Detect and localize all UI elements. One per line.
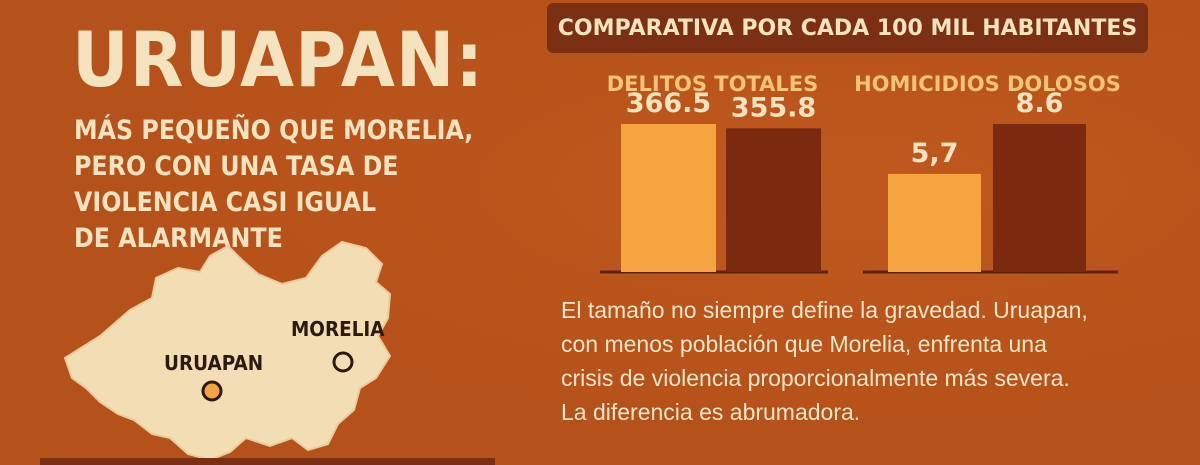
bar-value-label: 8.6	[1016, 88, 1064, 119]
subtitle: MÁS PEQUEÑO QUE MORELIA, PERO CON UNA TA…	[74, 113, 474, 257]
description-line: El tamaño no siempre define la gravedad.…	[561, 297, 1088, 323]
description-text: El tamaño no siempre define la gravedad.…	[561, 293, 1181, 429]
bar-delitos-1	[726, 128, 821, 272]
uruapan-marker-icon	[201, 380, 223, 402]
description-line: crisis de violencia proporcionalmente má…	[561, 365, 1070, 391]
bar-value-label: 355.8	[731, 92, 816, 123]
chart-title: COMPARATIVA POR CADA 100 MIL HABITANTES	[557, 15, 1138, 41]
morelia-marker-icon	[332, 351, 354, 373]
bottom-accent-bar	[40, 458, 495, 465]
bar-delitos-0	[621, 124, 716, 272]
city-label-morelia: MORELIA	[291, 317, 385, 341]
group-label-delitos: DELITOS TOTALES	[606, 72, 819, 96]
main-title: URUAPAN:	[72, 15, 485, 104]
state-map-shape	[63, 240, 392, 462]
chart-header-background	[547, 3, 1148, 53]
bar-homicidios-1	[993, 124, 1086, 272]
subtitle-line: PERO CON UNA TASA DE	[74, 151, 399, 182]
group-label-homicidios: HOMICIDIOS DOLOSOS	[854, 72, 1121, 96]
subtitle-line: MÁS PEQUEÑO QUE MORELIA,	[74, 115, 474, 146]
description-line: con menos población que Morelia, enfrent…	[561, 331, 1047, 357]
bar-value-label: 366.5	[626, 88, 711, 119]
description-line: La diferencia es abrumadora.	[561, 399, 861, 425]
bar-homicidios-0	[888, 173, 981, 272]
subtitle-line: DE ALARMANTE	[74, 223, 283, 254]
subtitle-line: VIOLENCIA CASI IGUAL	[74, 187, 377, 218]
bar-value-label: 5,7	[911, 138, 959, 169]
city-label-uruapan: URUAPAN	[164, 351, 264, 375]
michoacan-map: MORELIA URUAPAN	[60, 238, 410, 465]
